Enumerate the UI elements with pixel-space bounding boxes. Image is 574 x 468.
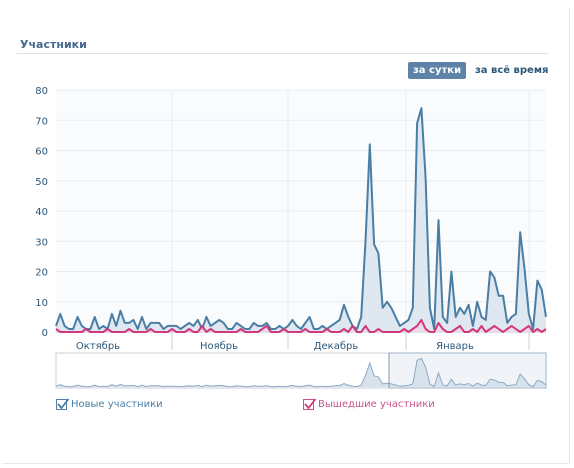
y-tick-label: 20 xyxy=(35,268,48,279)
series-joined-area xyxy=(56,108,546,332)
y-tick-label: 30 xyxy=(35,237,48,248)
tab-per-day[interactable]: за сутки xyxy=(408,62,467,79)
y-tick-label: 10 xyxy=(35,298,48,309)
y-tick-label: 0 xyxy=(42,328,48,339)
y-tick-label: 40 xyxy=(35,207,48,218)
y-tick-label: 50 xyxy=(35,177,48,188)
checkmark-icon xyxy=(304,398,317,410)
legend-label-left: Вышедшие участники xyxy=(318,399,435,410)
navigator-area xyxy=(56,358,546,387)
series-joined-line xyxy=(55,107,547,330)
series-left-line xyxy=(55,318,547,333)
checkbox-left[interactable] xyxy=(303,398,317,410)
month-label: Октябрь xyxy=(76,341,120,352)
section-title: Участники xyxy=(20,38,87,51)
series-left-area xyxy=(56,319,546,332)
y-tick-label: 70 xyxy=(35,116,48,127)
legend-label-joined: Новые участники xyxy=(71,399,163,410)
tab-all-time[interactable]: за всё время xyxy=(475,65,549,76)
month-label: Январь xyxy=(436,341,474,352)
members-panel xyxy=(3,8,570,464)
month-label: Ноябрь xyxy=(200,341,238,352)
month-label: Декабрь xyxy=(314,341,359,352)
navigator-line xyxy=(55,357,547,388)
y-tick-label: 60 xyxy=(35,147,48,158)
checkbox-joined[interactable] xyxy=(56,398,70,410)
checkmark-icon xyxy=(57,398,70,410)
y-tick-label: 80 xyxy=(35,86,48,97)
title-divider xyxy=(17,53,548,54)
